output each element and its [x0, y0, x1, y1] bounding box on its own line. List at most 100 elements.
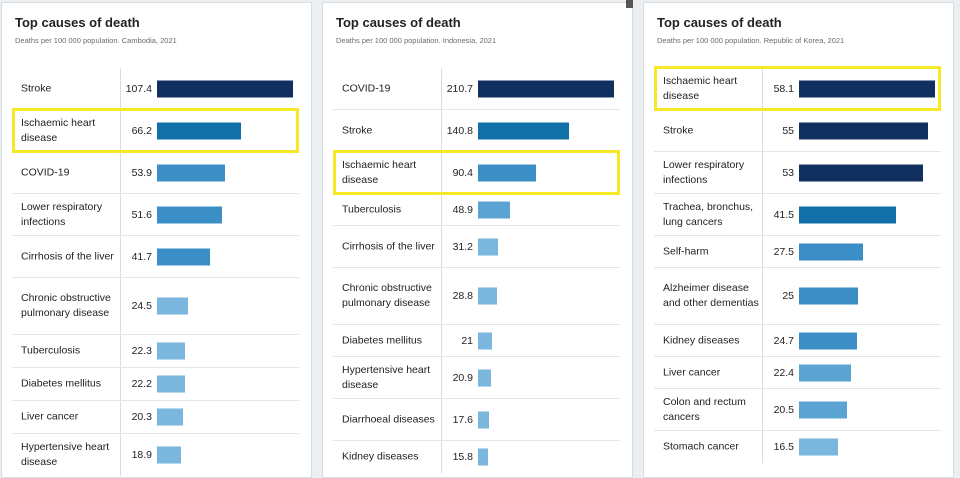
category-label: Cirrhosis of the liver — [342, 240, 435, 252]
panel-title: Top causes of death — [657, 15, 782, 30]
bar — [478, 201, 510, 218]
data-label: 25 — [782, 290, 794, 302]
category-label: COVID-19 — [342, 82, 391, 94]
data-label: 41.7 — [131, 250, 152, 263]
column-divider — [120, 194, 121, 235]
bar — [157, 375, 185, 393]
bar-row: Diabetes mellitus 21 — [333, 325, 620, 357]
data-label: 16.5 — [773, 441, 794, 453]
bar-row: Kidney diseases 24.7 — [654, 325, 941, 357]
bar — [799, 364, 851, 381]
panel-subtitle: Deaths per 100 000 population. Cambodia,… — [15, 36, 177, 45]
category-label: Stomach cancer — [663, 440, 739, 453]
data-label: 24.5 — [131, 300, 152, 312]
category-label: Ischaemic heart disease — [21, 116, 96, 144]
bar — [157, 446, 181, 464]
data-label: 53.9 — [131, 166, 152, 179]
bar-row: Trachea, bronchus, lung cancers 41.5 — [654, 194, 941, 236]
data-label: 53 — [782, 166, 794, 179]
category-label: Stroke — [21, 82, 52, 94]
panel-title: Top causes of death — [15, 15, 140, 30]
bar-row: Kidney diseases 15.8 — [333, 441, 620, 473]
bar — [799, 164, 923, 181]
data-label: 31.2 — [452, 240, 473, 253]
panel-subtitle: Deaths per 100 000 population. Indonesia… — [336, 36, 497, 45]
column-divider — [762, 389, 763, 430]
chart-panel-indonesia: Top causes of death Deaths per 100 000 p… — [322, 2, 633, 478]
column-divider — [120, 278, 121, 334]
category-label: Tuberculosis — [21, 344, 81, 357]
bar-row: Ischaemic heart disease 90.4 — [333, 152, 620, 194]
panel-subtitle: Deaths per 100 000 population. Republic … — [657, 36, 845, 45]
data-label: 24.7 — [773, 334, 794, 347]
bar-row: COVID-19 210.7 — [333, 68, 620, 110]
bar — [157, 80, 293, 97]
bar-row: Diarrhoeal diseases 17.6 — [333, 399, 620, 441]
category-label: Stroke — [663, 124, 694, 136]
data-label: 20.3 — [131, 411, 152, 423]
column-divider — [762, 110, 763, 151]
category-label: Cirrhosis of the liver — [21, 250, 114, 262]
bar-row: Chronic obstructive pulmonary disease 24.… — [12, 278, 299, 335]
column-divider — [120, 110, 121, 151]
data-label: 28.8 — [452, 290, 473, 302]
bar — [799, 243, 863, 260]
category-label: Hypertensive heart disease — [342, 363, 431, 391]
data-label: 18.9 — [131, 449, 152, 461]
category-label: Kidney diseases — [342, 450, 419, 463]
column-divider — [762, 325, 763, 356]
column-divider — [441, 441, 442, 473]
data-label: 20.9 — [452, 371, 473, 384]
bar — [157, 206, 222, 223]
column-divider — [441, 268, 442, 324]
category-label: Kidney diseases — [663, 334, 740, 346]
category-label: Ischaemic heart disease — [663, 74, 738, 102]
column-divider — [441, 194, 442, 225]
column-divider — [120, 401, 121, 433]
bar — [478, 411, 489, 428]
column-divider — [441, 110, 442, 151]
bar-row: Liver cancer 20.3 — [12, 401, 299, 434]
category-label: Lower respiratory infections — [21, 200, 103, 228]
column-divider — [441, 152, 442, 193]
bar-row: Chronic obstructive pulmonary disease 28.… — [333, 268, 620, 325]
data-label: 51.6 — [131, 208, 152, 221]
bar — [799, 287, 858, 305]
bar-row: Stroke 140.8 — [333, 110, 620, 152]
bar-row: Liver cancer 22.4 — [654, 357, 941, 389]
category-label: Liver cancer — [663, 366, 721, 378]
category-label: Diabetes mellitus — [21, 377, 101, 390]
scrollbar-thumb[interactable] — [626, 0, 633, 8]
bar — [157, 342, 185, 360]
bar-row: Stomach cancer 16.5 — [654, 431, 941, 463]
category-label: Stroke — [342, 124, 373, 136]
category-label: Trachea, bronchus, lung cancers — [663, 200, 754, 228]
bar — [157, 297, 188, 315]
category-label: Lower respiratory infections — [663, 158, 745, 186]
bar — [478, 332, 492, 349]
bar-row: COVID-19 53.9 — [12, 152, 299, 194]
bar-row: Self-harm 27.5 — [654, 236, 941, 268]
bar — [478, 369, 491, 386]
category-label: Diarrhoeal diseases — [342, 413, 435, 425]
bar — [799, 80, 935, 97]
bar — [478, 238, 498, 255]
bar-row: Ischaemic heart disease 66.2 — [12, 110, 299, 152]
bar — [799, 401, 847, 418]
column-divider — [120, 68, 121, 109]
bar — [799, 122, 928, 139]
data-label: 66.2 — [131, 124, 152, 137]
category-label: Colon and rectum cancers — [663, 395, 746, 423]
panel-title: Top causes of death — [336, 15, 461, 30]
data-label: 58.1 — [773, 82, 794, 95]
bar-row: Alzheimer disease and other dementias 25 — [654, 268, 941, 325]
column-divider — [762, 68, 763, 109]
chart-panel-korea: Top causes of death Deaths per 100 000 p… — [643, 2, 954, 478]
bar — [478, 80, 614, 97]
column-divider — [441, 399, 442, 440]
category-label: Ischaemic heart disease — [342, 158, 417, 186]
bar — [478, 448, 488, 466]
data-label: 41.5 — [773, 208, 794, 221]
bar-row: Hypertensive heart disease 20.9 — [333, 357, 620, 399]
column-divider — [120, 335, 121, 367]
